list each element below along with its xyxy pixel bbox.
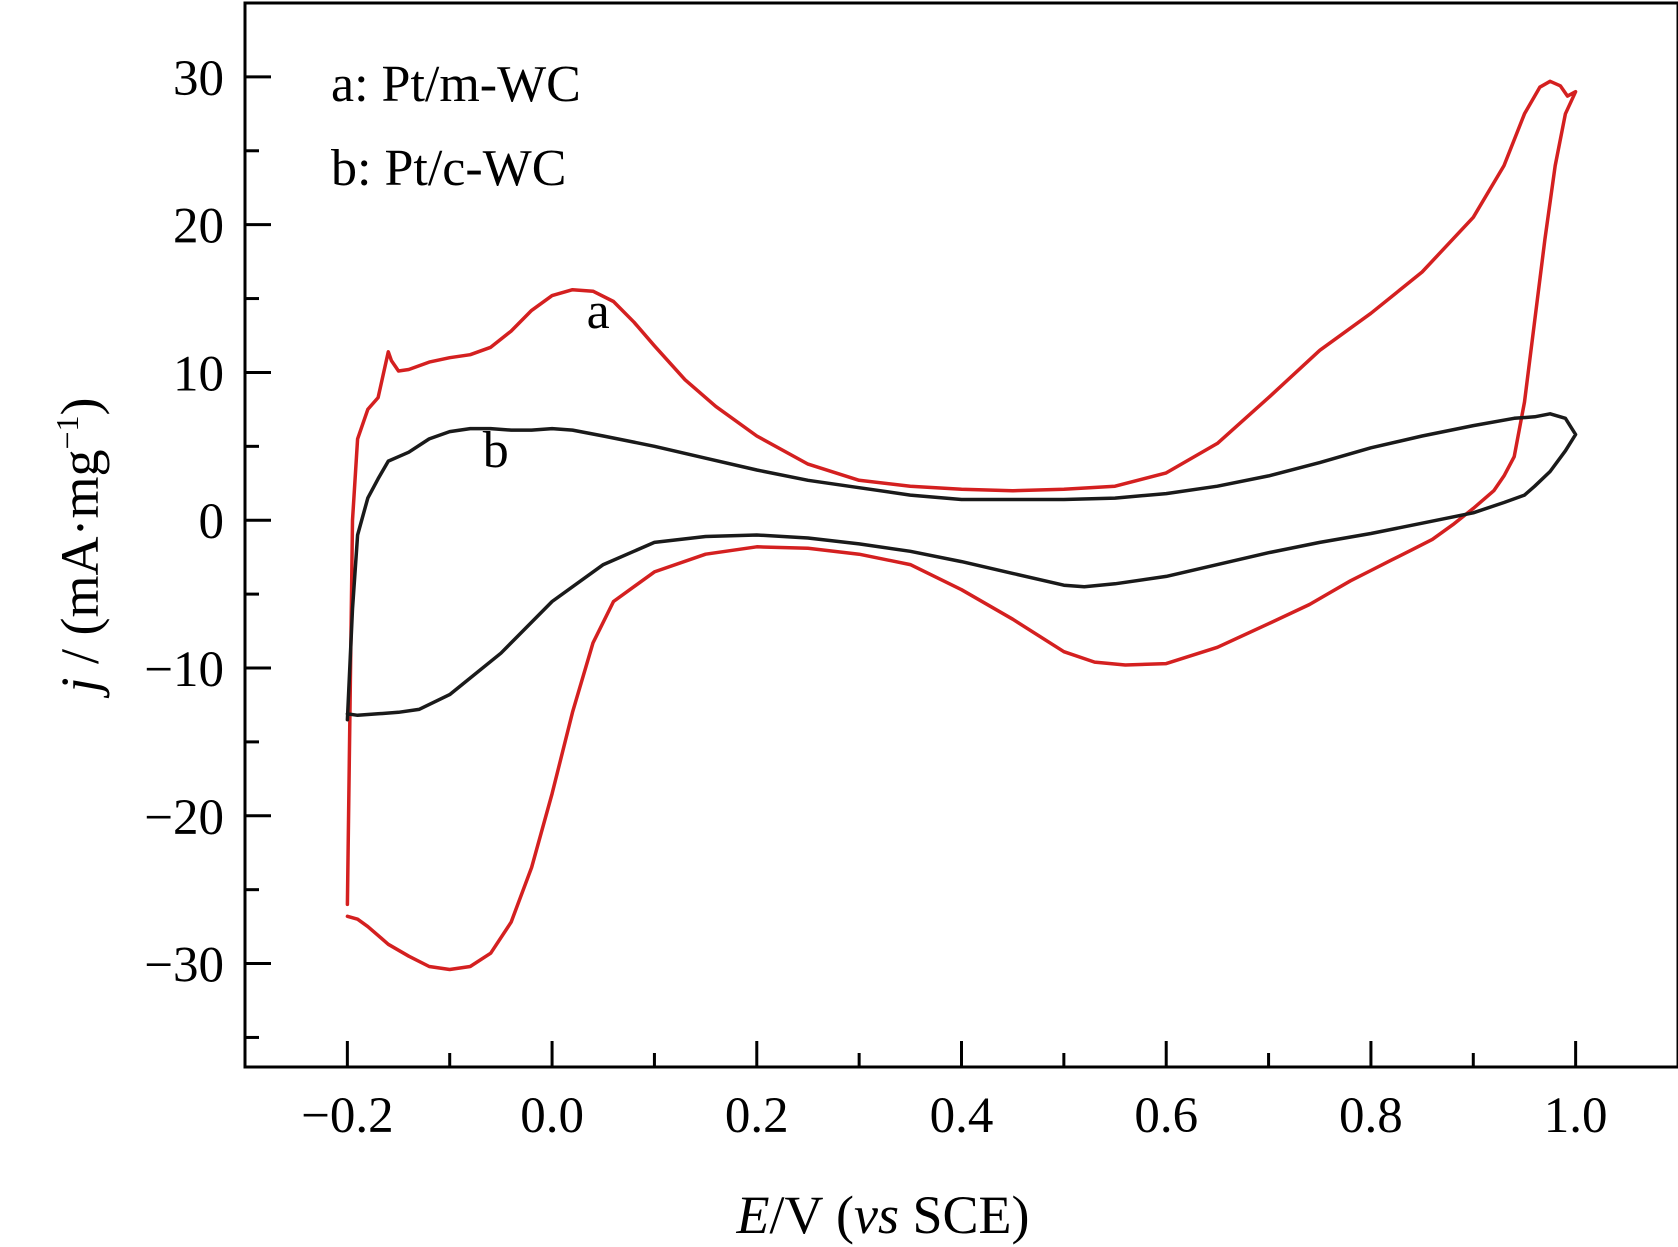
y-tick-label: 20 [173,199,224,255]
ticks-layer [245,1,1578,1067]
curve-label-b: b [483,422,509,479]
x-tick-label: 0.2 [725,1088,789,1144]
tick-labels-layer: −0.2 0.0 0.2 0.4 0.6 0.8 1.0 30 20 10 0 −10 −20 −30 [144,51,1607,1144]
x-tick-label: 0.8 [1339,1088,1403,1144]
x-tick-label: 0.6 [1134,1088,1198,1144]
legend: a: Pt/m-WC b: Pt/c-WC [331,56,581,197]
x-tick-label: 0.0 [520,1088,584,1144]
legend-entry-a: a: Pt/m-WC [331,56,581,113]
y-tick-label: −10 [144,642,224,698]
series-layer [345,79,1578,972]
curve-label-a: a [587,283,610,340]
y-tick-label: −30 [144,938,224,994]
x-tick-label: 0.4 [930,1088,994,1144]
y-tick-label: 10 [173,346,224,402]
x-axis-title: E/V (vs SCE) [735,1185,1029,1245]
x-tick-label: −0.2 [301,1088,394,1144]
y-tick-label: 0 [199,494,225,550]
x-tick-label: 1.0 [1544,1088,1608,1144]
legend-entry-b: b: Pt/c-WC [331,140,566,197]
y-tick-label: 30 [173,51,224,107]
series-b-line [345,412,1578,722]
series-a-line [345,79,1578,972]
y-axis-title: j / (mA·mg−1) [49,397,110,698]
y-tick-label: −20 [144,790,224,846]
curve-labels-layer: ab [483,283,610,479]
